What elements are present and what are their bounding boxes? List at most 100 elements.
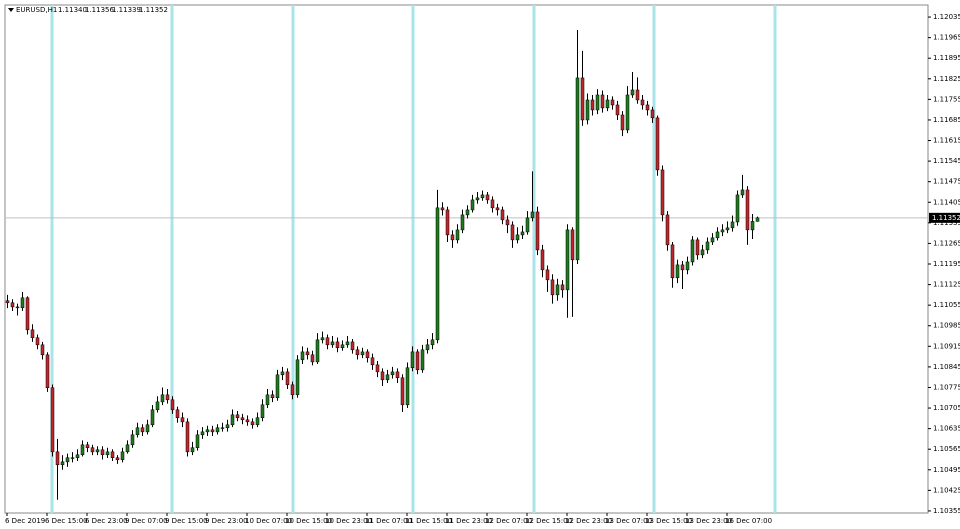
y-tick-label: 1.10565 [933, 445, 960, 453]
candle-body [725, 227, 730, 231]
candle-body [310, 354, 315, 363]
candle-body [285, 371, 290, 386]
candle-body [275, 374, 280, 399]
candle-body [175, 409, 180, 418]
candle-body [585, 99, 590, 121]
candle-body [720, 229, 725, 233]
candle-body [575, 77, 580, 261]
x-tick-label: 10 Dec 15:00 [285, 517, 332, 525]
candle-body [330, 341, 335, 346]
candle-body [260, 404, 265, 419]
x-tick-label: 10 Dec 07:00 [245, 517, 292, 525]
candle-body [405, 367, 410, 406]
candle-body [155, 401, 160, 411]
candle-body [55, 451, 60, 466]
candle-body [180, 417, 185, 423]
candle-body [270, 394, 275, 399]
candle-body [360, 351, 365, 356]
y-tick-label: 1.11895 [933, 54, 960, 62]
symbol-label: EURUSD,H1 [16, 6, 57, 14]
candle-body [610, 99, 615, 106]
candle-body [210, 429, 215, 433]
header-ohlc: 1.11352 [139, 6, 168, 14]
x-tick-label: 13 Dec 07:00 [605, 517, 652, 525]
candle-body [695, 239, 700, 256]
candle-body [495, 207, 500, 211]
candle-body [530, 211, 535, 219]
y-tick-label: 1.11265 [933, 239, 960, 247]
y-tick-label: 1.11405 [933, 198, 960, 206]
candle-body [80, 444, 85, 456]
candle-body [430, 339, 435, 346]
candle-body [535, 211, 540, 251]
candle-body [315, 339, 320, 363]
candle-body [590, 99, 595, 111]
y-tick-label: 1.10775 [933, 383, 960, 391]
candle-body [5, 300, 10, 304]
candle-body [325, 337, 330, 346]
header-ohlc: 1.11340 [58, 6, 87, 14]
candle-body [570, 229, 575, 261]
candle-body [660, 169, 665, 216]
y-tick-label: 1.11685 [933, 116, 960, 124]
candle-body [435, 207, 440, 341]
candle-body [195, 434, 200, 448]
candle-body [350, 341, 355, 351]
y-tick-label: 1.11545 [933, 157, 960, 165]
x-tick-label: 13 Dec 23:00 [685, 517, 732, 525]
candle-body [125, 444, 130, 453]
x-tick-label: 11 Dec 15:00 [405, 517, 452, 525]
y-tick-label: 1.11195 [933, 260, 960, 268]
x-tick-label: 6 Dec 2019 [5, 517, 45, 525]
candle-body [730, 221, 735, 229]
candle-body [95, 449, 100, 453]
y-tick-label: 1.10705 [933, 404, 960, 412]
x-tick-label: 12 Dec 23:00 [565, 517, 612, 525]
candle-body [635, 89, 640, 101]
y-tick-label: 1.10425 [933, 486, 960, 494]
candle-body [420, 349, 425, 371]
candle-body [100, 449, 105, 456]
candle-body [705, 241, 710, 251]
candle-body [595, 94, 600, 111]
candle-body [540, 249, 545, 271]
candle-body [475, 197, 480, 201]
y-tick-label: 1.10915 [933, 342, 960, 350]
candle-body [145, 424, 150, 433]
candle-body [35, 337, 40, 346]
candle-body [750, 221, 755, 231]
header-ohlc: 1.11339 [112, 6, 141, 14]
y-tick-label: 1.10355 [933, 507, 960, 515]
y-tick-label: 1.10985 [933, 322, 960, 330]
candle-body [320, 337, 325, 341]
candle-body [50, 387, 55, 453]
candle-body [745, 189, 750, 231]
candle-body [515, 234, 520, 241]
candle-body [670, 244, 675, 279]
candle-body [335, 341, 340, 349]
candle-body [300, 351, 305, 361]
candle-body [165, 394, 170, 401]
y-tick-label: 1.11055 [933, 301, 960, 309]
candle-body [465, 209, 470, 216]
candle-body [65, 457, 70, 463]
candle-body [25, 297, 30, 331]
candle-body [425, 344, 430, 351]
candle-body [150, 409, 155, 426]
candle-body [355, 349, 360, 356]
x-tick-label: 12 Dec 07:00 [485, 517, 532, 525]
candle-body [140, 427, 145, 433]
candle-body [235, 414, 240, 418]
candle-body [605, 99, 610, 109]
candle-body [450, 234, 455, 241]
candle-body [110, 451, 115, 458]
candle-body [490, 199, 495, 209]
candle-body [400, 377, 405, 406]
y-tick-label: 1.12035 [933, 13, 960, 21]
candle-body [170, 399, 175, 411]
x-tick-label: 12 Dec 15:00 [525, 517, 572, 525]
y-tick-label: 1.11125 [933, 281, 960, 289]
candle-body [700, 249, 705, 256]
header-ohlc: 1.11356 [85, 6, 114, 14]
